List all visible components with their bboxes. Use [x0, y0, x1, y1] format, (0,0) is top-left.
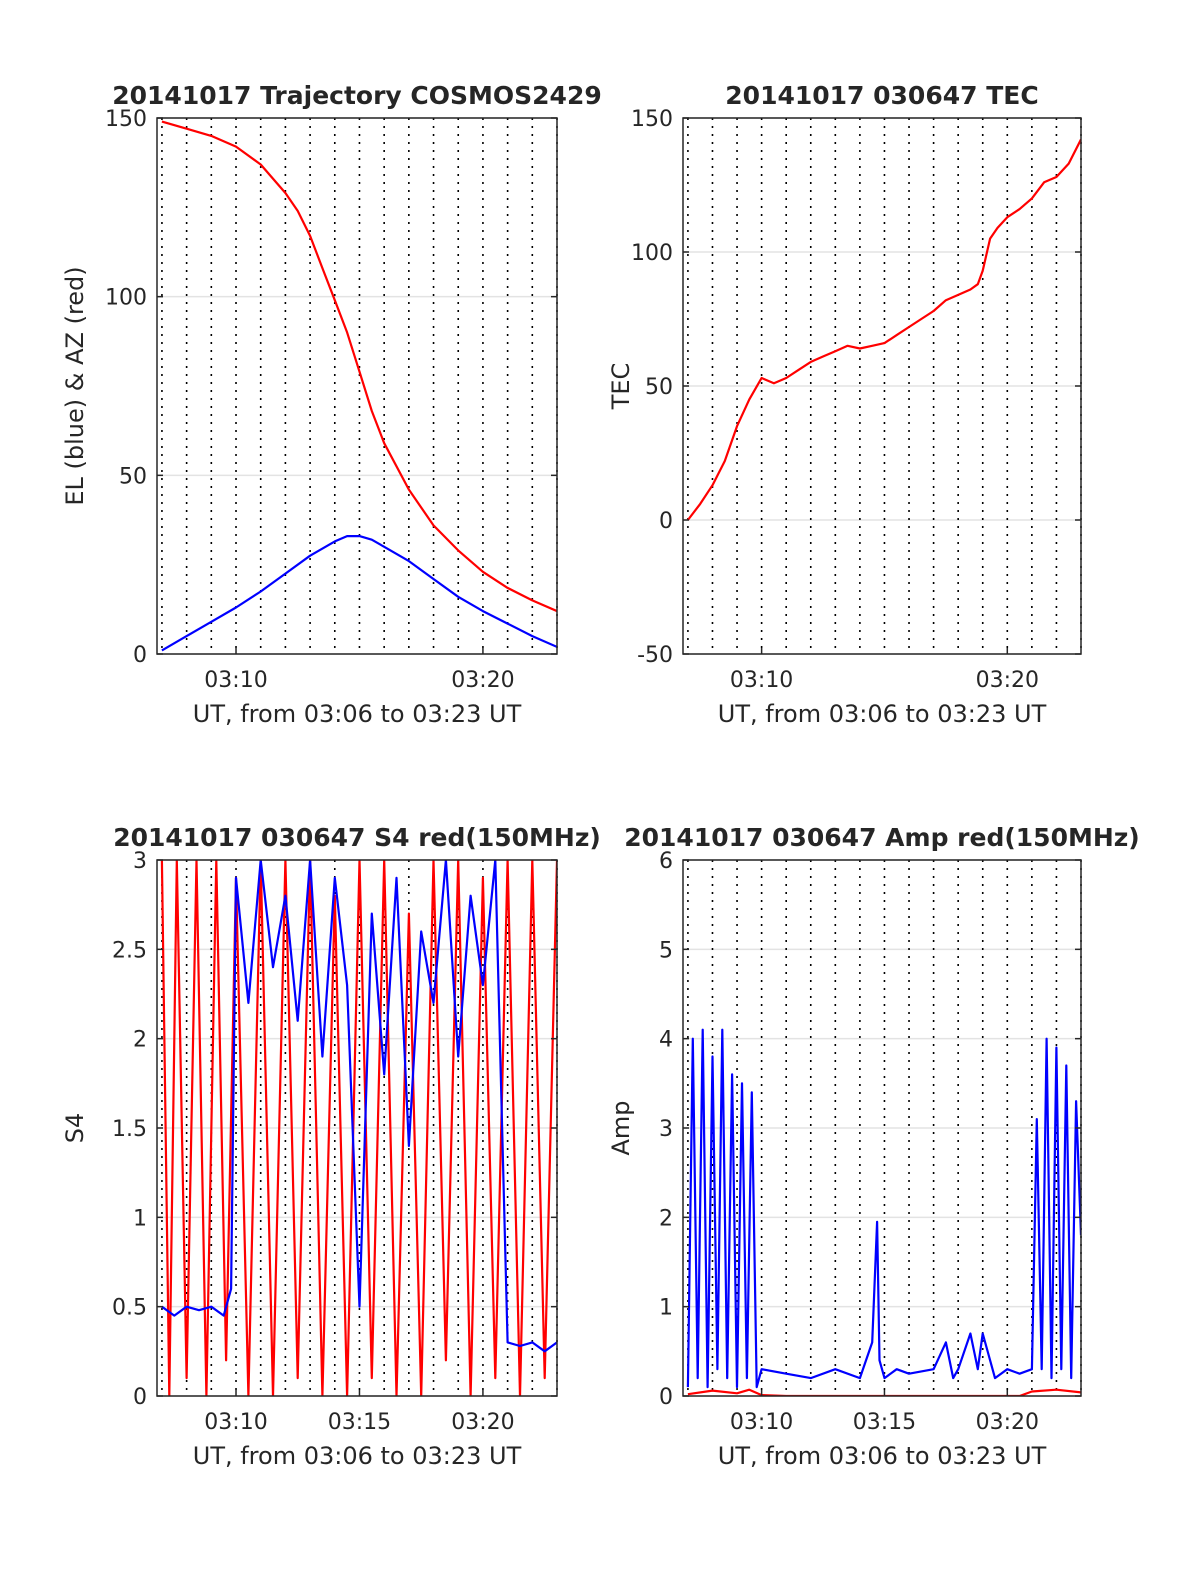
chart-title: 20141017 030647 S4 red(150MHz): [113, 823, 601, 852]
series-line-1: [161, 120, 557, 613]
x-tick-label: 03:10: [730, 1410, 793, 1435]
axes-frame: [156, 117, 558, 655]
y-tick-label: 100: [105, 286, 147, 311]
y-tick-label: 5: [659, 938, 673, 963]
plot-area: [157, 118, 557, 654]
chart-4: [682, 859, 1082, 1397]
chart-title: 20141017 Trajectory COSMOS2429: [112, 81, 602, 110]
y-axis-label: TEC: [607, 363, 635, 411]
y-tick-label: 2: [133, 1028, 147, 1053]
y-tick-label: 0: [133, 643, 147, 668]
series-group: [687, 138, 1081, 521]
x-axis-label: UT, from 03:06 to 03:23 UT: [718, 1442, 1047, 1470]
x-tick-label: 03:20: [976, 668, 1039, 693]
y-tick-label: 50: [645, 375, 673, 400]
series-line-1: [160, 860, 557, 1396]
x-tick-label: 03:10: [730, 668, 793, 693]
y-tick-label: 150: [631, 107, 673, 132]
chart-2: [682, 117, 1082, 655]
y-axis-label: EL (blue) & AZ (red): [61, 266, 89, 505]
x-tick-label: 03:15: [328, 1410, 391, 1435]
y-axis-label: Amp: [607, 1100, 635, 1155]
x-axis-label: UT, from 03:06 to 03:23 UT: [193, 1442, 522, 1470]
x-axis-label: UT, from 03:06 to 03:23 UT: [193, 700, 522, 728]
y-tick-label: -50: [637, 643, 673, 668]
y-tick-label: 1: [659, 1296, 673, 1321]
chart-title: 20141017 030647 TEC: [725, 81, 1038, 110]
y-tick-label: 100: [631, 241, 673, 266]
series-group: [161, 120, 557, 652]
y-tick-label: 0: [659, 1385, 673, 1410]
x-axis-label: UT, from 03:06 to 03:23 UT: [718, 700, 1047, 728]
y-tick-label: 1: [133, 1206, 147, 1231]
y-tick-label: 3: [133, 849, 147, 874]
y-tick-label: 0: [659, 509, 673, 534]
y-tick-label: 6: [659, 849, 673, 874]
chart-3: [156, 859, 558, 1397]
y-tick-label: 2.5: [112, 938, 147, 963]
x-tick-label: 03:20: [451, 1410, 514, 1435]
x-tick-label: 03:15: [853, 1410, 916, 1435]
y-tick-label: 150: [105, 107, 147, 132]
y-tick-label: 0.5: [112, 1296, 147, 1321]
y-tick-label: 1.5: [112, 1117, 147, 1142]
series-line-1: [687, 138, 1081, 521]
y-tick-label: 50: [119, 464, 147, 489]
series-group: [686, 1028, 1081, 1396]
series-line-2: [161, 860, 557, 1353]
chart-title: 20141017 030647 Amp red(150MHz): [624, 823, 1140, 852]
chart-1: [156, 117, 558, 655]
series-line-2: [687, 1388, 1081, 1396]
y-axis-label: S4: [61, 1113, 89, 1144]
series-line-1: [686, 1028, 1081, 1389]
y-tick-label: 4: [659, 1028, 673, 1053]
y-tick-label: 3: [659, 1117, 673, 1142]
x-tick-label: 03:10: [204, 668, 267, 693]
y-tick-label: 0: [133, 1385, 147, 1410]
series-line-2: [161, 534, 557, 652]
series-group: [160, 860, 557, 1396]
y-tick-label: 2: [659, 1206, 673, 1231]
x-tick-label: 03:20: [976, 1410, 1039, 1435]
x-tick-label: 03:10: [204, 1410, 267, 1435]
x-tick-label: 03:20: [451, 668, 514, 693]
